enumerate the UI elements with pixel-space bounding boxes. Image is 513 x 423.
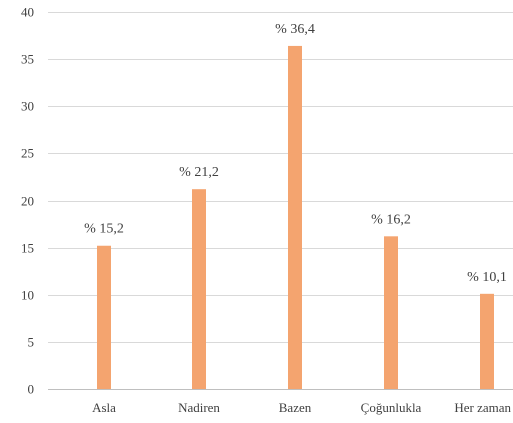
y-tick-label: 30 xyxy=(21,99,34,114)
bar xyxy=(97,245,111,389)
bar xyxy=(480,293,494,389)
y-axis-tick-labels: 0 5 10 15 20 25 30 35 40 xyxy=(21,5,34,397)
data-label: % 21,2 xyxy=(179,165,219,180)
y-tick-label: 0 xyxy=(28,382,35,397)
y-tick-label: 25 xyxy=(21,146,34,161)
x-tick-label: Asla xyxy=(92,400,116,415)
bars xyxy=(97,45,494,390)
y-tick-label: 20 xyxy=(21,194,34,209)
y-tick-label: 10 xyxy=(21,288,34,303)
y-tick-label: 5 xyxy=(28,335,35,350)
data-label: % 36,4 xyxy=(275,22,315,37)
bar xyxy=(192,189,206,389)
data-label: % 15,2 xyxy=(84,222,124,237)
y-tick-label: 15 xyxy=(21,241,34,256)
y-tick-label: 40 xyxy=(21,5,34,20)
x-axis-category-labels: Asla Nadiren Bazen Çoğunlukla Her zaman xyxy=(92,400,511,415)
data-label: % 10,1 xyxy=(467,270,507,285)
x-tick-label: Nadiren xyxy=(178,400,220,415)
bar xyxy=(288,45,302,390)
gridlines xyxy=(48,12,513,390)
data-label: % 16,2 xyxy=(371,212,411,227)
data-labels: % 15,2 % 21,2 % 36,4 % 16,2 % 10,1 xyxy=(84,22,507,285)
bar xyxy=(384,236,398,389)
x-tick-label: Her zaman xyxy=(454,400,511,415)
x-tick-label: Çoğunlukla xyxy=(361,400,422,415)
x-tick-label: Bazen xyxy=(279,400,312,415)
y-tick-label: 35 xyxy=(21,52,34,67)
